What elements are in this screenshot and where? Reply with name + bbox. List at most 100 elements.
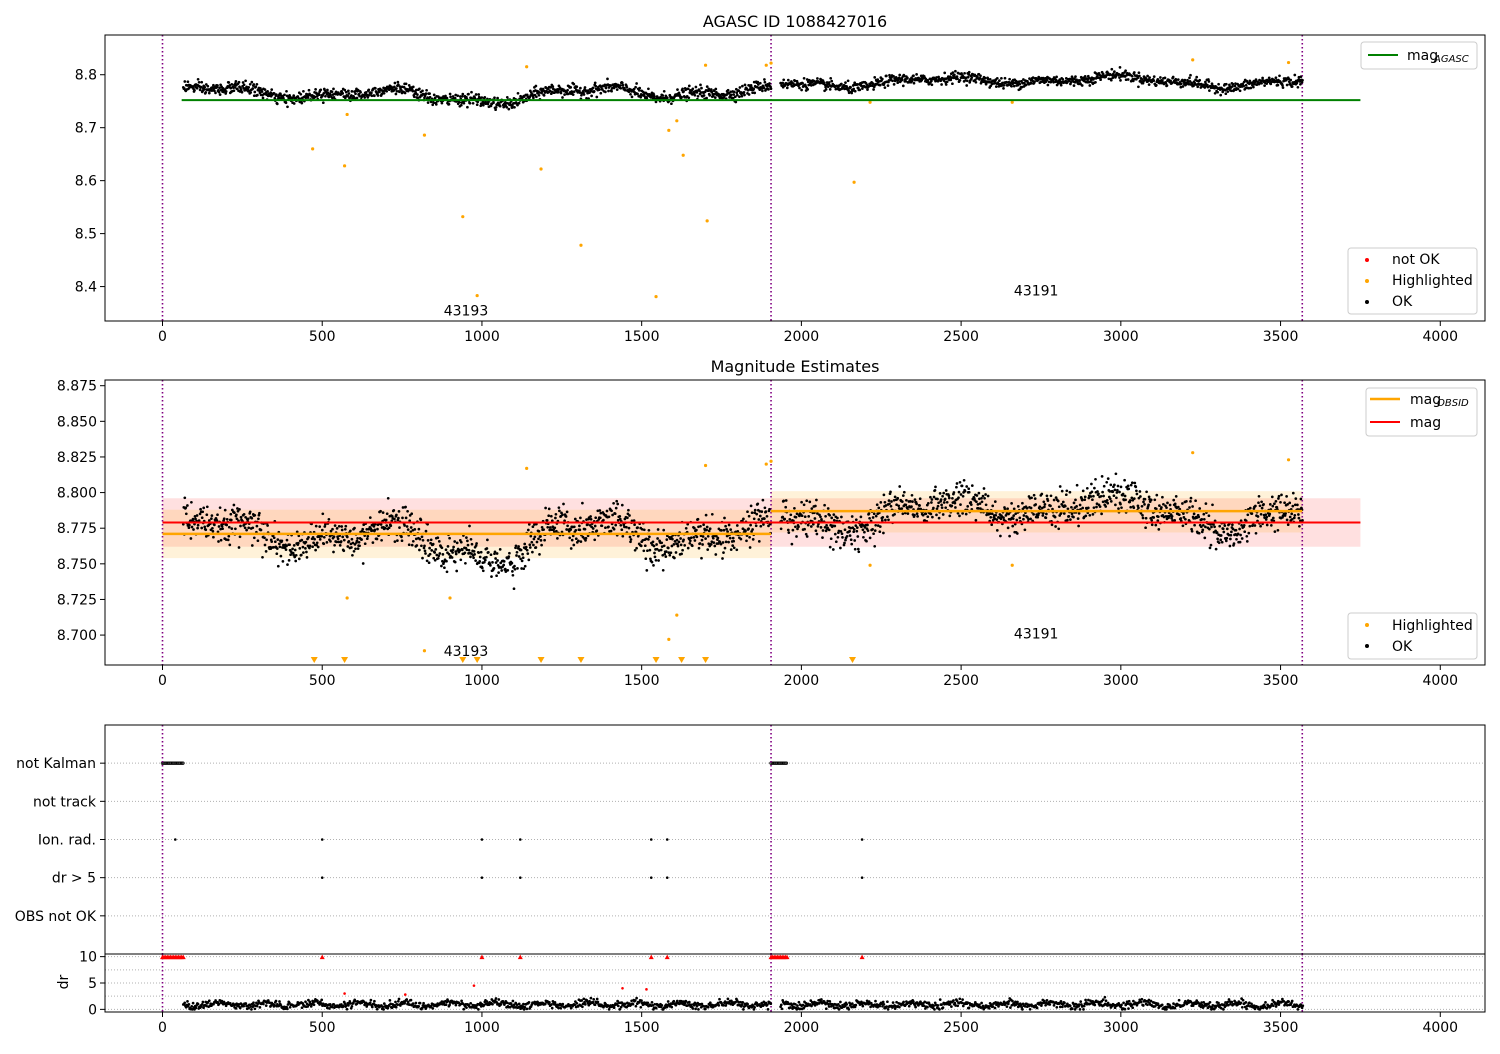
ok-point — [1198, 507, 1201, 510]
ok-point — [1087, 507, 1090, 510]
ok-point — [1269, 83, 1272, 86]
ok-point — [714, 88, 717, 91]
ok-point — [235, 513, 238, 516]
ok-point — [1172, 76, 1175, 79]
ok-point — [526, 549, 529, 552]
ok-point — [998, 79, 1001, 82]
ok-point — [1092, 495, 1095, 498]
estimates-xtick-label: 1500 — [624, 673, 660, 689]
ok-point — [1013, 508, 1016, 511]
ok-point — [1148, 76, 1151, 79]
ok-point — [247, 527, 250, 530]
ok-point — [1083, 498, 1086, 501]
ok-point — [1271, 496, 1274, 499]
highlighted-point — [682, 154, 685, 157]
ok-point — [1013, 85, 1016, 88]
ok-point — [1301, 519, 1304, 522]
ok-point — [225, 90, 228, 93]
ok-point — [530, 541, 533, 544]
ok-point — [877, 507, 880, 510]
ok-point — [956, 482, 959, 485]
ok-point — [878, 530, 881, 533]
highlighted-point — [343, 164, 346, 167]
ok-point — [425, 89, 428, 92]
agasc-xtick-label: 0 — [158, 329, 167, 345]
ok-point — [832, 513, 835, 516]
ok-point — [1042, 500, 1045, 503]
ok-point — [1131, 75, 1134, 78]
flag-point — [861, 876, 864, 879]
ok-point — [752, 88, 755, 91]
ok-point — [593, 90, 596, 93]
ok-point — [1008, 78, 1011, 81]
ok-point — [852, 530, 855, 533]
ok-point — [1077, 525, 1080, 528]
ok-point — [731, 544, 734, 547]
ok-point — [1114, 504, 1117, 507]
ok-point — [990, 523, 993, 526]
ok-point — [540, 544, 543, 547]
ok-point — [1190, 497, 1193, 500]
ok-point — [1071, 512, 1074, 515]
ok-point — [522, 556, 525, 559]
ok-point — [486, 539, 489, 542]
ok-point — [822, 529, 825, 532]
ok-point — [640, 545, 643, 548]
legend-dot-highlighted — [1365, 623, 1369, 627]
ok-point — [601, 524, 604, 527]
ok-point — [515, 544, 518, 547]
ok-point — [619, 87, 622, 90]
flag-point — [481, 838, 484, 841]
ok-point — [286, 105, 289, 108]
ok-point — [1116, 489, 1119, 492]
agasc-xtick-label: 2000 — [784, 329, 820, 345]
ok-point — [1241, 537, 1244, 540]
ok-point — [663, 90, 666, 93]
ok-point — [879, 501, 882, 504]
ok-point — [286, 539, 289, 542]
ok-point — [247, 86, 250, 89]
ok-point — [873, 76, 876, 79]
ok-point — [419, 538, 422, 541]
ok-point — [1045, 516, 1048, 519]
ok-point — [196, 87, 199, 90]
ok-point — [521, 553, 524, 556]
ok-point — [840, 83, 843, 86]
ok-point — [991, 505, 994, 508]
ok-point — [254, 85, 257, 88]
ok-point — [1196, 85, 1199, 88]
ok-point — [524, 565, 527, 568]
ok-point — [673, 557, 676, 560]
ok-point — [332, 88, 335, 91]
ok-point — [1251, 512, 1254, 515]
ok-point — [1188, 506, 1191, 509]
ok-point — [1010, 502, 1013, 505]
legend-ok: OK — [1392, 639, 1413, 655]
ok-point — [1011, 525, 1014, 528]
ok-point — [494, 108, 497, 111]
ok-point — [730, 548, 733, 551]
ok-point — [614, 512, 617, 515]
ok-point — [969, 501, 972, 504]
ok-point — [872, 532, 875, 535]
ok-point — [1124, 498, 1127, 501]
ok-point — [515, 554, 518, 557]
ok-point — [1053, 499, 1056, 502]
flag-point — [321, 876, 324, 879]
ok-point — [1216, 538, 1219, 541]
ok-point — [333, 535, 336, 538]
ok-point — [1296, 504, 1299, 507]
ok-point — [474, 559, 477, 562]
ok-point — [599, 516, 602, 519]
ok-point — [428, 92, 431, 95]
ok-point — [694, 94, 697, 97]
dr-point — [395, 1006, 398, 1009]
ok-point — [592, 527, 595, 530]
legend-dot-ok — [1365, 644, 1369, 648]
ok-point — [954, 506, 957, 509]
ok-point — [528, 543, 531, 546]
ok-point — [380, 523, 383, 526]
ok-point — [1015, 519, 1018, 522]
ok-point — [561, 513, 564, 516]
ok-point — [337, 537, 340, 540]
